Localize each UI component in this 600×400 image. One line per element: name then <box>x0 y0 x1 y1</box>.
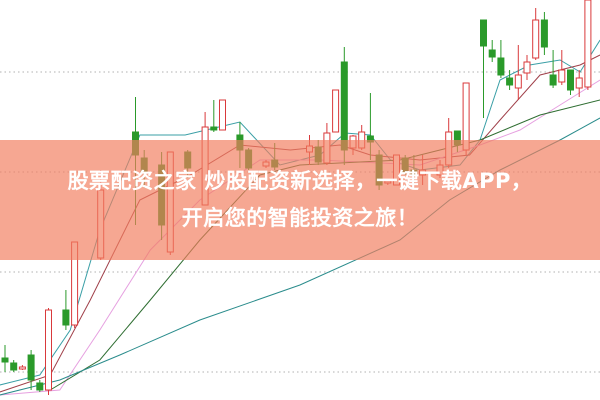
candle-down <box>62 309 70 326</box>
candle-down <box>549 74 557 86</box>
candle-down <box>36 382 44 391</box>
banner-line-2: 开启您的智能投资之旅！ <box>181 206 419 230</box>
candle-down <box>210 126 218 131</box>
candle-up <box>514 74 522 89</box>
candle-down <box>567 69 574 91</box>
candle-up <box>558 69 566 83</box>
candle-down <box>480 19 487 47</box>
candle-down <box>497 57 505 76</box>
candle-up <box>18 366 26 370</box>
candle-down <box>540 19 548 48</box>
candle-down <box>340 61 348 151</box>
candle-up <box>219 99 226 131</box>
candle-down <box>506 77 514 86</box>
candle-up <box>584 0 592 88</box>
candle-up <box>523 61 531 74</box>
candle-up <box>45 309 52 391</box>
candle-up <box>532 19 540 59</box>
banner-line-1: 股票配资之家 炒股配资新选择，一键下载APP， <box>67 169 533 193</box>
promo-banner: 股票配资之家 炒股配资新选择，一键下载APP， 开启您的智能投资之旅！ <box>0 140 600 260</box>
candle-down <box>10 362 18 371</box>
candle-down <box>488 49 496 58</box>
candle-up <box>575 77 583 89</box>
candle-down <box>27 354 35 381</box>
candle-down <box>1 357 9 363</box>
candle-up <box>332 89 340 133</box>
